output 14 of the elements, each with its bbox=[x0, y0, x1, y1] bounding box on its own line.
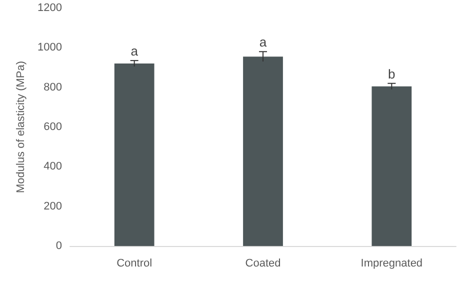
y-tick-label: 400 bbox=[44, 160, 62, 173]
y-axis-title: Modulus of elasticity (MPa) bbox=[15, 60, 28, 194]
x-tick-label: Impregnated bbox=[360, 258, 423, 270]
y-tick-label: 0 bbox=[56, 240, 62, 252]
annotation: a bbox=[259, 34, 268, 50]
y-tick-label: 600 bbox=[44, 121, 62, 133]
annotation: a bbox=[130, 44, 139, 59]
x-tick-label: Coated bbox=[245, 258, 281, 270]
y-tick-label: 1200 bbox=[38, 2, 62, 14]
annotation: b bbox=[388, 66, 396, 82]
y-tick-label: 1000 bbox=[38, 42, 62, 54]
y-tick-label: 200 bbox=[44, 200, 62, 212]
y-tick-label: 800 bbox=[44, 81, 62, 94]
x-tick-label: Control bbox=[116, 258, 152, 270]
